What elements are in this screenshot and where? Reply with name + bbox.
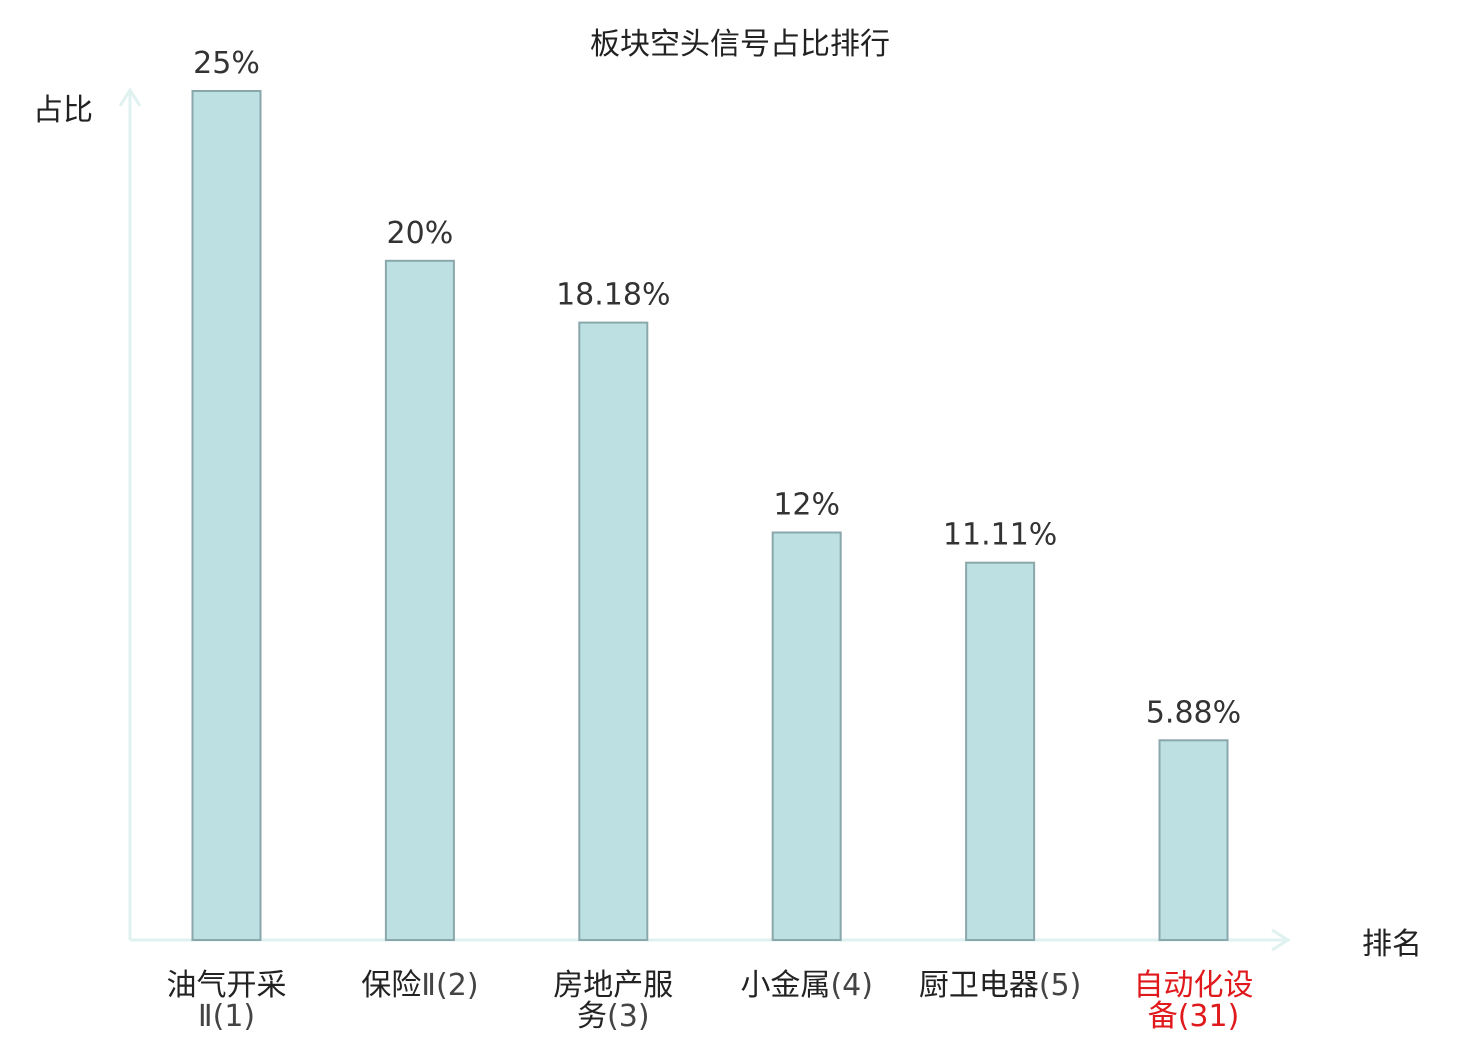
tick-label-rank: Ⅱ(2) [421, 968, 478, 1003]
bar [1158, 739, 1229, 941]
bar [578, 321, 649, 942]
tick-label-name-cont: Ⅱ [198, 999, 213, 1034]
bar [771, 531, 842, 941]
tick-label-rank: (3) [607, 999, 650, 1034]
tick-label-name-cont: 备 [1148, 999, 1178, 1034]
chart-title: 板块空头信号占比排行 [590, 27, 890, 62]
axes [118, 87, 1291, 952]
tick-label-line2: 备(31) [1148, 999, 1240, 1034]
bar [191, 90, 262, 941]
tick-label: 厨卫电器(5) [919, 968, 1082, 1003]
tick-label-rank: (4) [830, 968, 873, 1003]
x-axis-arrowhead [1271, 928, 1291, 952]
tick-label-name: 厨卫电器 [919, 968, 1039, 1003]
y-axis-label: 占比 [33, 93, 93, 128]
tick-label-name: 保险 [361, 968, 421, 1003]
tick-label: 房地产服 [553, 968, 673, 1003]
tick-label-rank: (5) [1039, 968, 1082, 1003]
tick-label-name: 自动化设 [1134, 968, 1254, 1003]
tick-label: 小金属(4) [740, 968, 873, 1003]
bars-group [191, 90, 1229, 942]
data-label: 18.18% [556, 278, 670, 313]
data-label: 20% [387, 216, 454, 251]
tick-label-name: 油气开采 [167, 968, 287, 1003]
tick-label: 保险Ⅱ(2) [361, 968, 478, 1003]
bar [384, 259, 455, 941]
tick-label-name: 房地产服 [553, 968, 673, 1003]
data-label: 12% [773, 488, 840, 523]
tick-label-rank: (31) [1178, 999, 1240, 1034]
tick-label-line2: 务(3) [577, 999, 650, 1034]
tick-label-name: 小金属 [740, 968, 830, 1003]
tick-label-rank: (1) [213, 999, 256, 1034]
tick-label-name-cont: 务 [577, 999, 607, 1034]
data-label: 11.11% [943, 518, 1057, 553]
tick-label-line2: Ⅱ(1) [198, 999, 255, 1034]
tick-label: 油气开采 [167, 968, 287, 1003]
value-labels-group: 25% 20% 18.18% 12% 11.11% 5.88% [193, 46, 1241, 730]
data-label: 25% [193, 46, 260, 81]
x-axis-label: 排名 [1362, 927, 1422, 962]
data-label: 5.88% [1146, 695, 1241, 730]
bar [965, 561, 1036, 941]
y-axis-arrowhead [118, 87, 142, 107]
tick-label: 自动化设 [1134, 968, 1254, 1003]
